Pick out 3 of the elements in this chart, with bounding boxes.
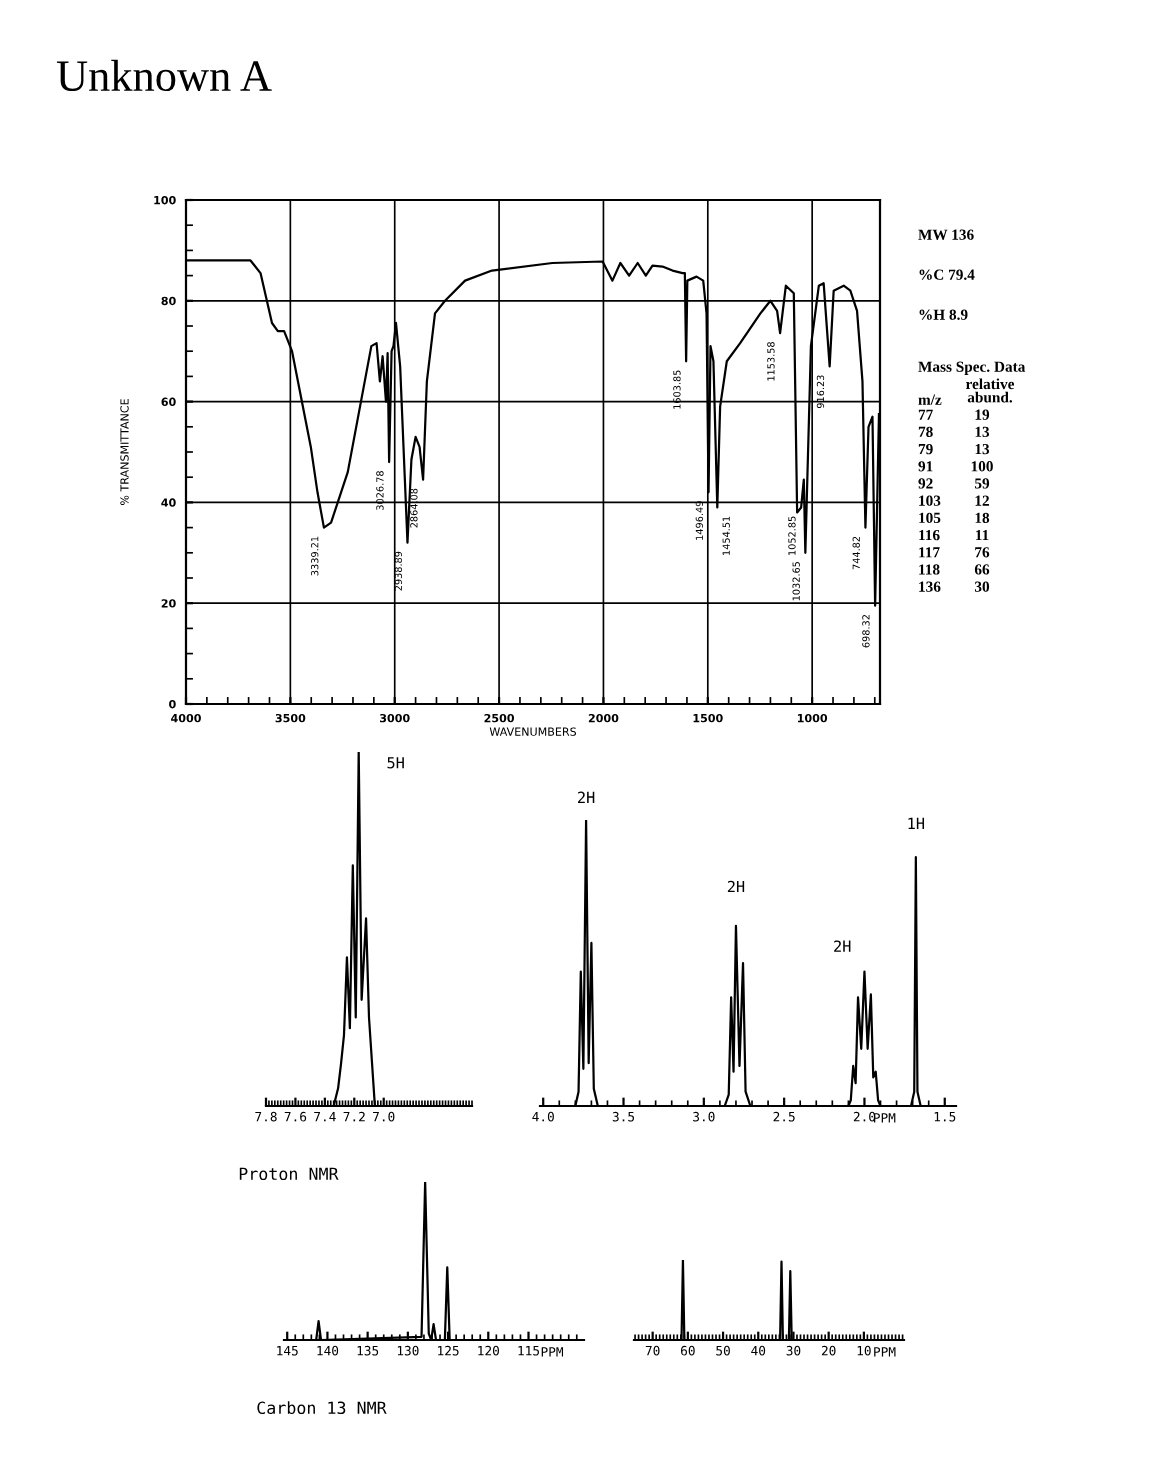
chart-title: Unknown A xyxy=(56,59,272,92)
text: Proton NMR xyxy=(239,1167,339,1181)
text: Carbon 13 NMR xyxy=(257,1401,387,1415)
